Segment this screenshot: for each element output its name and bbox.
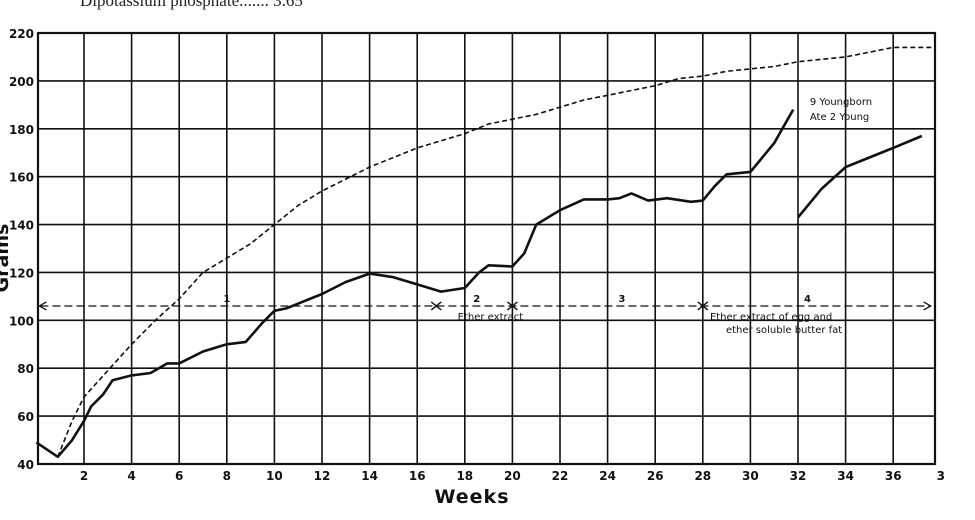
series-line-solid <box>35 108 795 459</box>
period-note: Ether extract <box>458 312 524 323</box>
x-tick-label: 2 <box>80 469 88 483</box>
period-note: ether soluble butter fat <box>726 325 842 336</box>
header-text-fragment: Dipotassium phosphate....... 3.65 <box>80 0 303 10</box>
period-label: 3 <box>618 294 625 305</box>
x-tick-label: 3 <box>937 469 945 483</box>
period-boundary-marker <box>506 301 518 311</box>
y-tick-label: 160 <box>9 171 34 185</box>
x-tick-label: 18 <box>456 469 473 483</box>
y-tick-label: 60 <box>17 410 34 424</box>
arrow-right-icon <box>923 301 932 311</box>
chart-annotation: Ate 2 Young <box>810 112 869 123</box>
x-tick-label: 26 <box>647 469 664 483</box>
x-tick-label: 10 <box>266 469 283 483</box>
period-label: 1 <box>223 294 230 305</box>
y-tick-label: 180 <box>9 123 34 137</box>
x-tick-label: 22 <box>552 469 569 483</box>
period-label: 2 <box>473 294 480 305</box>
x-tick-label: 4 <box>127 469 135 483</box>
x-tick-label: 8 <box>223 469 231 483</box>
y-tick-label: 140 <box>9 219 34 233</box>
period-note: Ether extract of egg and <box>710 312 832 323</box>
plot-frame <box>36 31 937 466</box>
x-tick-label: 32 <box>790 469 807 483</box>
y-tick-label: 80 <box>17 362 34 376</box>
x-tick-label: 16 <box>409 469 426 483</box>
y-axis-label: Grams <box>0 224 13 293</box>
y-tick-label: 120 <box>9 266 34 280</box>
period-boundary-marker <box>697 301 709 311</box>
x-tick-label: 6 <box>175 469 183 483</box>
chart-annotation: 9 Youngborn <box>810 97 872 108</box>
period-label: 4 <box>804 294 811 305</box>
y-tick-label: 40 <box>17 458 34 472</box>
x-tick-label: 12 <box>314 469 331 483</box>
x-axis-label: Weeks <box>435 486 510 508</box>
x-tick-label: 36 <box>885 469 902 483</box>
period-boundary-marker <box>430 301 442 311</box>
x-tick-label: 14 <box>361 469 378 483</box>
y-tick-label: 200 <box>9 75 34 89</box>
x-tick-label: 28 <box>694 469 711 483</box>
x-tick-label: 20 <box>504 469 521 483</box>
x-tick-label: 30 <box>742 469 759 483</box>
y-tick-label: 220 <box>9 27 34 41</box>
series-line-solid <box>796 134 923 219</box>
y-tick-label: 100 <box>9 314 34 328</box>
series-line-dashed <box>57 46 934 458</box>
x-tick-label: 34 <box>837 469 854 483</box>
arrow-left-icon <box>38 301 47 311</box>
x-tick-label: 24 <box>599 469 616 483</box>
